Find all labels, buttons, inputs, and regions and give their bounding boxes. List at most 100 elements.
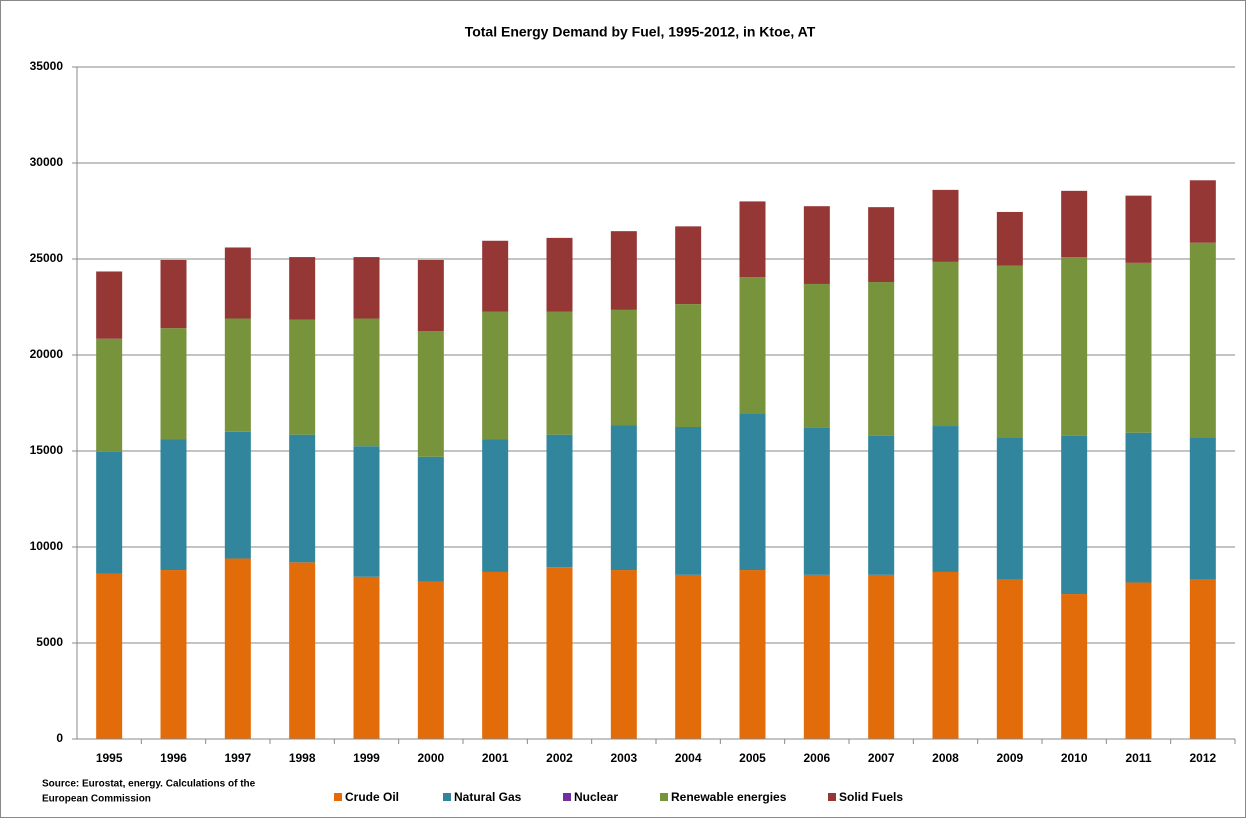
bar-segment (96, 573, 123, 739)
source-note: European Commission (42, 794, 151, 805)
x-tick-label: 1996 (160, 751, 187, 765)
bar-segment (996, 579, 1023, 739)
bar-segment (1189, 180, 1216, 243)
bar-segment (1189, 579, 1216, 739)
bar-segment (417, 581, 444, 739)
bar-segment (96, 271, 123, 339)
bar-segment (932, 426, 959, 572)
x-tick-label: 2000 (417, 751, 444, 765)
bar-segment (224, 431, 251, 559)
bar-segment (482, 439, 509, 572)
bar-segment (803, 427, 830, 575)
bar-segment (803, 574, 830, 739)
x-tick-label: 2005 (739, 751, 766, 765)
bar-segment (160, 439, 187, 571)
x-tick-label: 1999 (353, 751, 380, 765)
x-tick-label: 2010 (1061, 751, 1088, 765)
x-tick-label: 2003 (610, 751, 637, 765)
bar-segment (353, 318, 380, 447)
bar-segment (1061, 190, 1088, 258)
bar-segment (868, 282, 895, 436)
y-tick-label: 0 (56, 731, 63, 745)
x-tick-label: 2006 (803, 751, 830, 765)
bar-segment (996, 437, 1023, 580)
bar-segment (289, 319, 316, 435)
bar-segment (160, 328, 187, 440)
bar-segment (996, 265, 1023, 438)
bar-segment (932, 189, 959, 262)
x-tick-label: 1995 (96, 751, 123, 765)
bar-segment (1189, 242, 1216, 438)
legend-swatch (443, 793, 451, 801)
x-tick-label: 1997 (224, 751, 251, 765)
legend-label: Nuclear (574, 790, 618, 804)
bar-segment (289, 257, 316, 320)
legend-swatch (334, 793, 342, 801)
bar-segment (1189, 437, 1216, 580)
legend-label: Crude Oil (345, 790, 399, 804)
bar-segment (932, 571, 959, 739)
bar-segment (1125, 262, 1152, 433)
x-tick-label: 2012 (1189, 751, 1216, 765)
bar-segment (1061, 257, 1088, 436)
bar-segment (675, 304, 702, 427)
y-tick-label: 25000 (30, 251, 64, 265)
bar-segment (417, 259, 444, 331)
bar-segment (417, 331, 444, 457)
bar-segment (932, 261, 959, 427)
bar-segment (739, 413, 766, 571)
y-tick-label: 35000 (30, 59, 64, 73)
bar-segment (610, 425, 637, 571)
x-tick-label: 2001 (482, 751, 509, 765)
bar-segment (417, 456, 444, 582)
bar-segment (675, 574, 702, 739)
y-tick-label: 20000 (30, 347, 64, 361)
source-note: Source: Eurostat, energy. Calculations o… (42, 779, 256, 790)
bar-segment (224, 247, 251, 319)
bar-segment (868, 435, 895, 575)
legend-label: Renewable energies (671, 790, 787, 804)
bar-segment (289, 562, 316, 739)
legend-swatch (563, 793, 571, 801)
bar-segment (224, 318, 251, 432)
bar-segment (353, 446, 380, 577)
bar-segment (739, 201, 766, 278)
legend-label: Natural Gas (454, 790, 522, 804)
legend-swatch (828, 793, 836, 801)
bar-segment (675, 427, 702, 575)
bar-segment (160, 570, 187, 739)
bar-segment (996, 211, 1023, 266)
bar-segment (803, 283, 830, 428)
bar-segment (610, 309, 637, 426)
bar-segment (546, 237, 573, 312)
chart-title: Total Energy Demand by Fuel, 1995-2012, … (465, 24, 816, 40)
bar-segment (546, 434, 573, 568)
bar-segment (1061, 594, 1088, 739)
bar-segment (1061, 435, 1088, 595)
bar-segment (224, 558, 251, 739)
bar-segment (353, 576, 380, 739)
legend-label: Solid Fuels (839, 790, 903, 804)
x-tick-label: 2009 (996, 751, 1023, 765)
x-tick-label: 2002 (546, 751, 573, 765)
y-tick-label: 30000 (30, 155, 64, 169)
bar-segment (1125, 582, 1152, 739)
legend-swatch (660, 793, 668, 801)
y-tick-label: 15000 (30, 443, 64, 457)
bar-segment (482, 240, 509, 312)
bar-segment (803, 206, 830, 284)
y-tick-label: 10000 (30, 539, 64, 553)
bar-segment (482, 571, 509, 739)
x-tick-label: 1998 (289, 751, 316, 765)
bar-segment (610, 231, 637, 310)
x-tick-label: 2011 (1125, 751, 1151, 765)
bar-segment (96, 451, 123, 574)
x-tick-label: 2008 (932, 751, 959, 765)
y-tick-label: 5000 (36, 635, 63, 649)
bar-segment (289, 434, 316, 563)
x-tick-label: 2004 (675, 751, 702, 765)
bar-segment (1125, 432, 1152, 583)
bar-segment (868, 574, 895, 739)
bar-segment (675, 226, 702, 305)
